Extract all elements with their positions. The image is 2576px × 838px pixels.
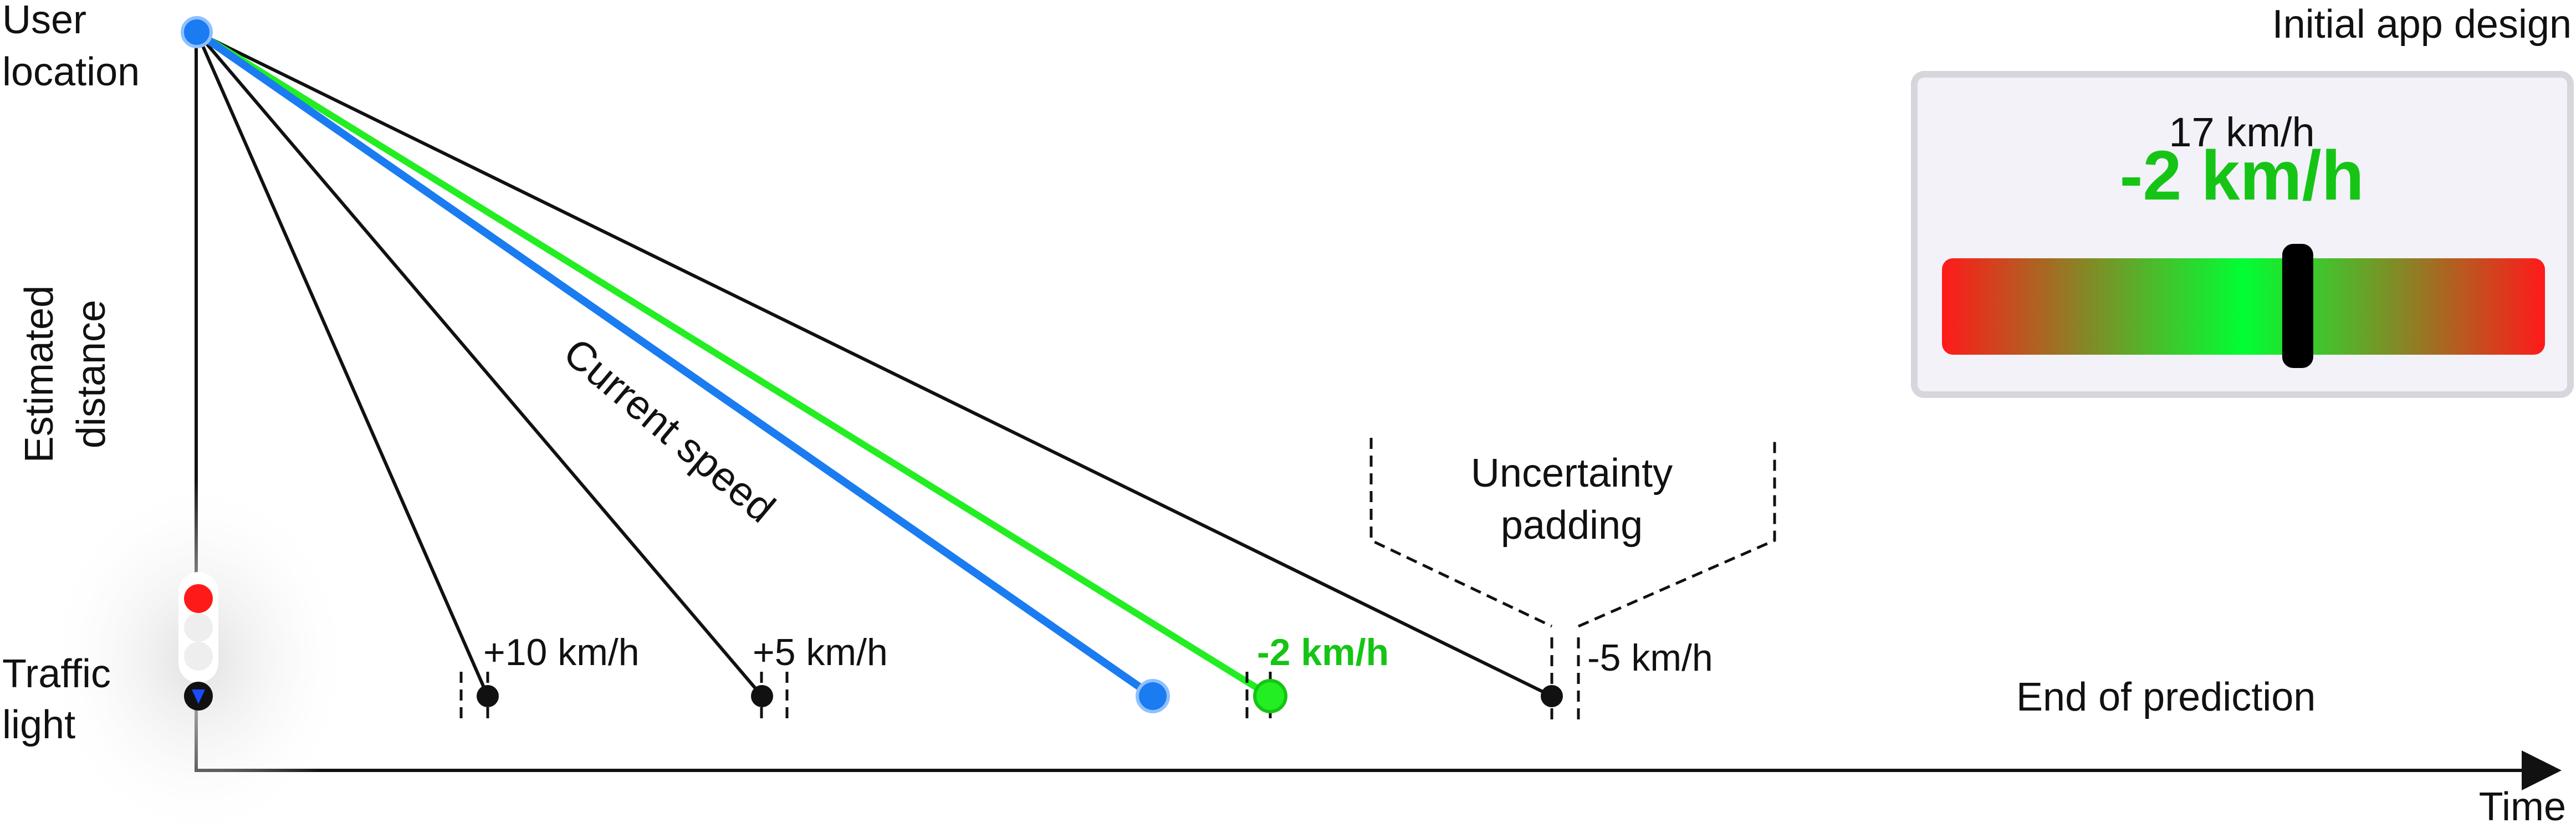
- traffic-light-green-icon: [184, 642, 213, 671]
- user-location-label-1: User: [2, 0, 86, 42]
- speed-label-plus10: +10 km/h: [483, 631, 640, 673]
- uncertainty-label-2: padding: [1501, 503, 1643, 548]
- app-design-title: Initial app design: [2272, 2, 2572, 47]
- traffic-light-red-icon: [184, 584, 213, 613]
- projection-minus5: [197, 32, 1552, 696]
- point-plus10: [477, 685, 499, 707]
- user-location-point: [182, 18, 211, 47]
- speed-label-minus5: -5 km/h: [1587, 637, 1713, 679]
- uncertainty-label-1: Uncertainty: [1471, 451, 1673, 495]
- projection-recommended: [197, 32, 1270, 696]
- app-speed-gradient-bar: [1942, 258, 2545, 355]
- point-current-speed: [1137, 681, 1168, 712]
- point-plus5: [751, 685, 773, 707]
- traffic-light-label-1: Traffic: [2, 652, 111, 696]
- point-minus5: [1541, 685, 1563, 707]
- end-of-prediction-label: End of prediction: [2016, 675, 2316, 719]
- y-axis-label-2: distance: [69, 300, 114, 448]
- speed-label-plus5: +5 km/h: [753, 631, 888, 673]
- projection-lines: [197, 32, 1552, 696]
- traffic-light-label-2: light: [2, 703, 75, 747]
- app-design-panel: Initial app design 17 km/h -2 km/h: [1914, 2, 2572, 395]
- y-axis-label-1: Estimated: [17, 285, 62, 463]
- point-recommended: [1255, 681, 1286, 712]
- user-location-label-2: location: [2, 50, 140, 94]
- traffic-light-yellow-icon: [184, 613, 213, 642]
- app-speed-indicator: [2282, 244, 2313, 368]
- app-recommended-change: -2 km/h: [2119, 136, 2364, 214]
- x-axis-label: Time: [2479, 785, 2566, 829]
- speed-label-minus2: -2 km/h: [1257, 631, 1389, 673]
